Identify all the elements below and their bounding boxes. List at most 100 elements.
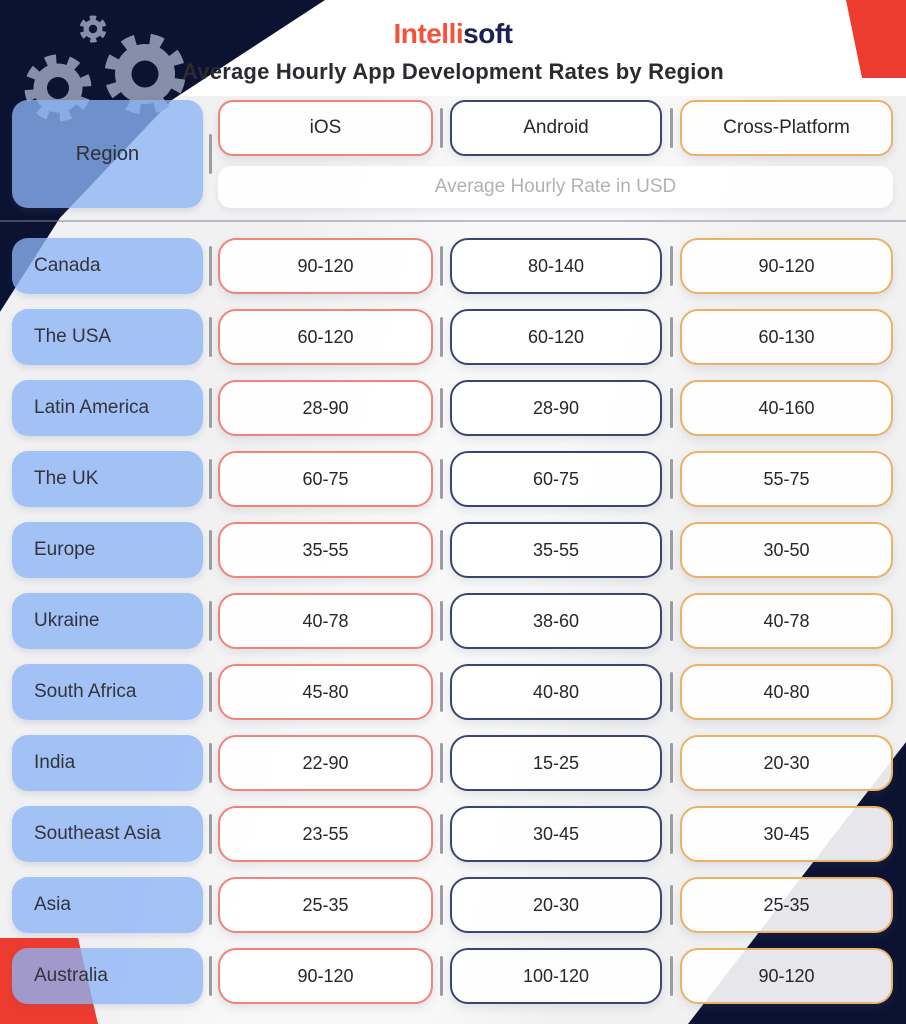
android-rate-cell: 60-120 — [450, 309, 662, 365]
table-body: Canada 90-120 80-140 90-120 The USA 60-1… — [12, 238, 893, 1004]
cross-platform-rate-cell: 20-30 — [680, 735, 893, 791]
table-header: Region iOS Android Cross-Platform Averag… — [12, 100, 893, 208]
column-divider — [440, 246, 443, 286]
android-rate-cell: 80-140 — [450, 238, 662, 294]
region-header-label: Region — [75, 142, 140, 165]
region-cell: South Africa — [12, 664, 203, 720]
cross-platform-rate-cell: 90-120 — [680, 948, 893, 1004]
android-rate-cell: 38-60 — [450, 593, 662, 649]
android-rate-cell: 30-45 — [450, 806, 662, 862]
column-divider — [440, 108, 443, 148]
column-divider — [669, 246, 673, 286]
ios-rate-value: 60-75 — [302, 468, 349, 489]
android-rate-value: 15-25 — [532, 752, 580, 773]
region-cell: The USA — [12, 309, 203, 365]
column-divider — [209, 743, 212, 783]
column-divider — [440, 388, 443, 428]
ios-rate-cell: 25-35 — [218, 877, 433, 933]
android-rate-value: 100-120 — [522, 965, 590, 986]
ios-rate-cell: 45-80 — [218, 664, 433, 720]
cross-platform-rate-value: 40-78 — [763, 610, 810, 631]
ios-rate-cell: 40-78 — [218, 593, 433, 649]
ios-rate-value: 45-80 — [302, 681, 349, 702]
column-divider — [669, 956, 673, 996]
logo-text-navy: soft — [463, 18, 513, 49]
column-header-cross-platform: Cross-Platform — [680, 100, 893, 156]
android-rate-cell: 100-120 — [450, 948, 662, 1004]
column-divider — [440, 743, 443, 783]
region-label: Latin America — [34, 397, 150, 418]
ios-rate-cell: 90-120 — [218, 948, 433, 1004]
gear-large-icon — [104, 33, 186, 115]
region-label: India — [34, 752, 76, 773]
android-rate-cell: 20-30 — [450, 877, 662, 933]
cross-platform-rate-value: 30-50 — [763, 539, 810, 560]
region-cell: Ukraine — [12, 593, 203, 649]
intellisoft-logo: Intellisoft — [0, 18, 906, 50]
column-divider — [440, 601, 443, 641]
region-label: Asia — [34, 894, 71, 915]
cross-platform-rate-value: 40-80 — [763, 681, 810, 702]
ios-rate-cell: 60-75 — [218, 451, 433, 507]
cross-platform-rate-value: 90-120 — [758, 965, 815, 986]
ios-rate-cell: 28-90 — [218, 380, 433, 436]
region-cell: India — [12, 735, 203, 791]
table-row: Asia 25-35 20-30 25-35 — [12, 877, 893, 933]
column-divider — [669, 317, 673, 357]
ios-rate-cell: 90-120 — [218, 238, 433, 294]
android-rate-value: 20-30 — [532, 894, 580, 915]
gears-icon — [24, 15, 186, 122]
ios-rate-cell: 22-90 — [218, 735, 433, 791]
ios-rate-cell: 23-55 — [218, 806, 433, 862]
column-divider — [209, 388, 212, 428]
table-row: The UK 60-75 60-75 55-75 — [12, 451, 893, 507]
column-divider — [669, 459, 673, 499]
column-divider — [440, 317, 443, 357]
region-label: The UK — [34, 468, 99, 489]
rate-units-label: Average Hourly Rate in USD — [434, 176, 677, 197]
table-row: Latin America 28-90 28-90 40-160 — [12, 380, 893, 436]
column-divider — [209, 246, 212, 286]
region-label: The USA — [34, 326, 112, 347]
region-label: Southeast Asia — [34, 823, 161, 844]
column-divider — [669, 743, 673, 783]
region-label: Ukraine — [34, 610, 100, 631]
cross-platform-rate-cell: 25-35 — [680, 877, 893, 933]
android-rate-value: 60-75 — [532, 468, 580, 489]
android-rate-value: 38-60 — [532, 610, 580, 631]
column-divider — [209, 956, 212, 996]
column-divider — [209, 459, 212, 499]
android-rate-cell: 60-75 — [450, 451, 662, 507]
column-divider — [209, 317, 212, 357]
region-cell: Europe — [12, 522, 203, 578]
column-divider — [209, 134, 212, 174]
android-rate-value: 28-90 — [532, 397, 580, 418]
column-divider — [669, 885, 673, 925]
column-divider — [209, 885, 212, 925]
region-cell: Southeast Asia — [12, 806, 203, 862]
region-label: Australia — [34, 965, 108, 986]
ios-rate-value: 90-120 — [297, 965, 354, 986]
region-label: South Africa — [34, 681, 137, 702]
ios-rate-value: 22-90 — [302, 752, 349, 773]
table-row: South Africa 45-80 40-80 40-80 — [12, 664, 893, 720]
android-rate-value: 60-120 — [527, 326, 585, 347]
column-header-ios: iOS — [218, 100, 433, 156]
android-rate-cell: 28-90 — [450, 380, 662, 436]
column-divider — [669, 108, 673, 148]
column-divider — [209, 814, 212, 854]
region-cell: Canada — [12, 238, 203, 294]
column-divider — [209, 601, 212, 641]
table-row: The USA 60-120 60-120 60-130 — [12, 309, 893, 365]
column-divider — [669, 601, 673, 641]
android-rate-cell: 35-55 — [450, 522, 662, 578]
cross-platform-rate-value: 60-130 — [758, 326, 815, 347]
ios-rate-value: 60-120 — [297, 326, 354, 347]
cross-platform-rate-cell: 40-160 — [680, 380, 893, 436]
ios-rate-value: 23-55 — [302, 823, 349, 844]
cross-platform-rate-value: 30-45 — [763, 823, 810, 844]
android-rate-cell: 15-25 — [450, 735, 662, 791]
android-header-label: Android — [523, 117, 589, 138]
cross-platform-rate-value: 90-120 — [758, 255, 815, 276]
column-divider — [669, 388, 673, 428]
